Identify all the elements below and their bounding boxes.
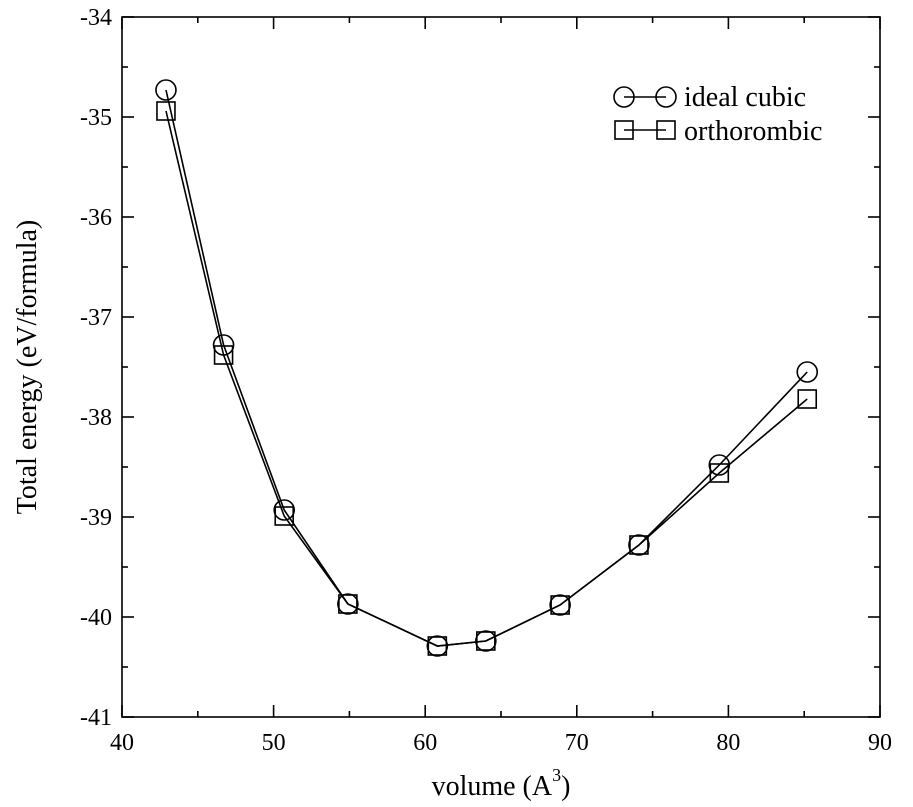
legend-square-marker — [614, 120, 634, 140]
y-tick-label: -35 — [80, 105, 112, 131]
y-tick-label: -39 — [80, 505, 112, 531]
data-point-ideal-cubic — [475, 630, 497, 652]
legend-circle-marker — [655, 86, 677, 108]
x-tick-label: 40 — [110, 730, 134, 756]
data-point-ideal-cubic — [796, 361, 819, 383]
y-tick-label: -37 — [80, 305, 112, 331]
data-point-ideal-cubic — [337, 593, 359, 615]
axis-ticks — [121, 16, 881, 718]
x-tick-label: 50 — [262, 730, 286, 756]
y-tick-label: -41 — [80, 705, 112, 731]
data-point-ideal-cubic — [628, 534, 650, 556]
series-lines — [165, 89, 808, 647]
series-line-ideal-cubic — [165, 89, 808, 647]
y-tick-label: -38 — [80, 405, 112, 431]
data-point-orthorombic — [427, 636, 448, 656]
data-point-orthorombic — [338, 594, 358, 614]
x-axis-label: volume (A3) — [432, 765, 571, 802]
legend-circle-marker — [613, 86, 635, 108]
x-axis-label-superscript: 3 — [552, 765, 561, 785]
x-tick-label: 60 — [413, 730, 437, 756]
data-point-ideal-cubic — [426, 635, 449, 657]
data-point-orthorombic — [476, 631, 496, 651]
y-axis-label: Total energy (eV/formula) — [12, 220, 43, 515]
x-tick-label: 80 — [716, 730, 740, 756]
series-line-orthorombic — [165, 110, 808, 647]
data-point-ideal-cubic — [708, 454, 731, 476]
legend-label-orthorombic: orthorombic — [684, 116, 822, 147]
x-tick-label: 90 — [868, 730, 892, 756]
data-point-orthorombic — [550, 595, 570, 615]
y-tick-label: -34 — [80, 5, 112, 31]
data-point-orthorombic — [797, 389, 818, 409]
data-point-ideal-cubic — [212, 334, 235, 356]
legend-square-marker — [656, 120, 676, 140]
y-tick-label: -36 — [80, 205, 112, 231]
data-point-ideal-cubic — [155, 79, 177, 101]
data-point-orthorombic — [709, 463, 730, 483]
data-point-ideal-cubic — [273, 499, 296, 521]
data-point-ideal-cubic — [549, 594, 571, 616]
series-markers — [155, 79, 819, 657]
data-point-orthorombic — [156, 101, 176, 121]
tick-labels: 40 50 60 70 80 90 -41 -40 -39 -38 -37 -36 -35 -34 — [80, 5, 892, 756]
data-point-orthorombic — [213, 345, 234, 365]
legend-label-ideal-cubic: ideal cubic — [684, 82, 806, 113]
data-point-orthorombic — [629, 535, 649, 555]
legend: ideal cubic orthorombic — [613, 82, 822, 147]
x-tick-label: 70 — [565, 730, 589, 756]
data-point-orthorombic — [274, 506, 295, 526]
y-tick-label: -40 — [80, 605, 112, 631]
